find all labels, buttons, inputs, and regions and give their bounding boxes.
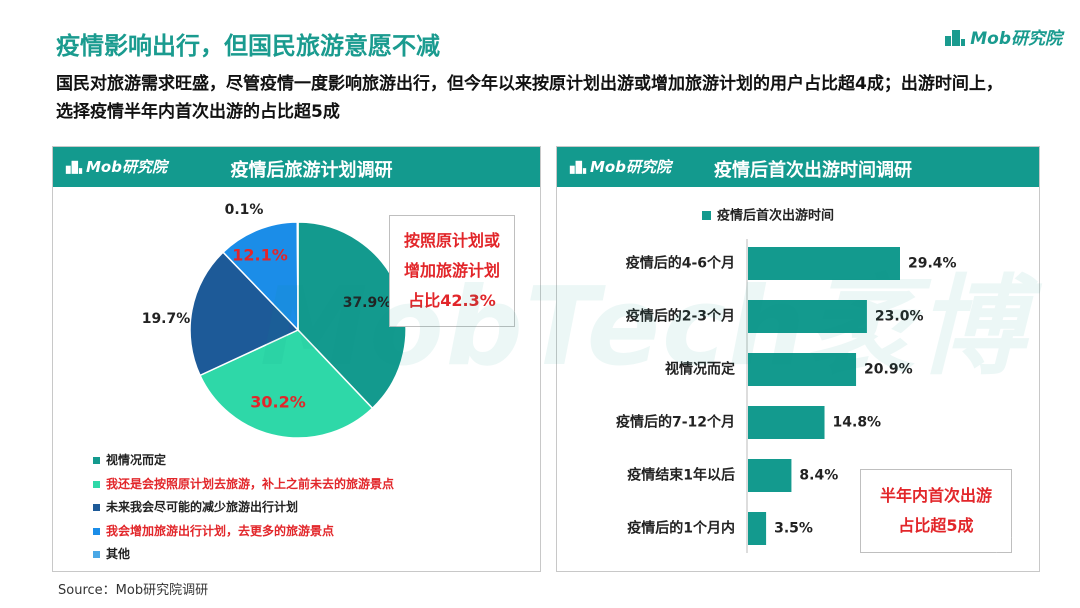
legend-label: 疫情后首次出游时间 (717, 208, 834, 224)
watermark: MobTech袤博 (260, 265, 1027, 390)
callout-line: 占比超5成 (898, 516, 974, 535)
category-label: 视情况而定 (665, 361, 735, 378)
callout-line: 按照原计划或 (403, 231, 500, 250)
pie-slice (198, 329, 374, 439)
building-icon (945, 29, 966, 46)
pie-data-label: 19.7% (142, 311, 191, 327)
timing-callout: 半年内首次出游 占比超5成 (860, 469, 1012, 553)
legend-label: 我会增加旅游出行计划，去更多的旅游景点 (106, 523, 335, 538)
callout-line: 半年内首次出游 (879, 486, 992, 505)
legend-item: 视情况而定 (93, 449, 394, 473)
panel-title: 疫情后旅游计划调研 (230, 160, 393, 181)
building-icon (569, 160, 587, 174)
category-label: 疫情后的2-3个月 (626, 308, 735, 325)
bar (748, 459, 792, 492)
pie-data-label: 30.2% (250, 393, 306, 412)
legend-label: 其他 (106, 547, 131, 561)
category-label: 疫情后的7-12个月 (616, 414, 735, 431)
legend-swatch (702, 211, 711, 220)
callout-line: 增加旅游计划 (403, 261, 500, 280)
pie-data-label: 37.9% (343, 295, 392, 311)
plan-survey-panel: Mob研究院 疫情后旅游计划调研 37.9% 30.2% 19.7% 12.1% 0.1… (52, 146, 541, 572)
bar (748, 300, 867, 333)
bar (748, 406, 825, 439)
panel-logo: Mob研究院 (65, 156, 167, 177)
legend-swatch (93, 504, 100, 512)
pie-data-label: 0.1% (225, 202, 264, 218)
panel-logo-text: Mob研究院 (590, 158, 671, 176)
legend-label: 我还是会按照原计划去旅游，补上之前未去的旅游景点 (106, 476, 395, 491)
bar-data-label: 29.4% (908, 256, 957, 272)
legend-item: 我会增加旅游出行计划，去更多的旅游景点 (93, 520, 394, 544)
brand-logo: Mob研究院 (944, 24, 1062, 49)
plan-callout: 按照原计划或 增加旅游计划 占比42.3% (389, 215, 515, 327)
page-subtitle: 国民对旅游需求旺盛，尽管疫情一度影响旅游出行，但今年以来按原计划出游或增加旅游计… (56, 74, 1003, 122)
bar-data-label: 20.9% (864, 362, 913, 378)
bar-data-label: 3.5% (774, 521, 813, 537)
legend-swatch (93, 480, 100, 488)
building-icon (65, 160, 83, 174)
callout-line: 占比42.3% (408, 291, 496, 310)
pie-data-label: 12.1% (232, 246, 288, 265)
first-trip-panel: Mob研究院 疫情后首次出游时间调研 疫情后首次出游时间疫情后的4-6个月 29.… (556, 146, 1040, 572)
source-note: Source：Mob研究院调研 (58, 583, 209, 598)
bar (748, 512, 767, 545)
category-label: 疫情结束1年以后 (627, 467, 735, 484)
legend-swatch (93, 457, 100, 465)
bar-data-label: 23.0% (875, 309, 924, 325)
panel-logo: Mob研究院 (569, 156, 671, 177)
legend-label: 未来我会尽可能的减少旅游出行计划 (106, 500, 299, 514)
bar-data-label: 8.4% (799, 468, 838, 484)
category-label: 疫情后的4-6个月 (626, 255, 735, 272)
pie-legend: 视情况而定我还是会按照原计划去旅游，补上之前未去的旅游景点 未来我会尽可能的减少旅… (93, 449, 394, 567)
panel-header: Mob研究院 疫情后旅游计划调研 (53, 147, 540, 187)
legend-swatch (93, 527, 100, 535)
page-title: 疫情影响出行，但国民旅游意愿不减 (56, 32, 440, 60)
legend-item: 我还是会按照原计划去旅游，补上之前未去的旅游景点 (93, 473, 394, 497)
legend-label: 视情况而定 (106, 453, 167, 467)
pie-slice (189, 251, 300, 377)
bar-data-label: 14.8% (833, 415, 882, 431)
legend-swatch (93, 551, 100, 559)
pie-chart: 37.9% 30.2% 19.7% 12.1% 0.1% (142, 202, 407, 439)
brand-logo-text: Mob研究院 (970, 29, 1062, 49)
pie-slice (296, 221, 299, 331)
legend-item: 未来我会尽可能的减少旅游出行计划 (93, 496, 394, 520)
panel-header: Mob研究院 疫情后首次出游时间调研 (557, 147, 1039, 187)
panel-logo-text: Mob研究院 (86, 158, 167, 176)
legend-item: 其他 (93, 543, 394, 567)
bar (748, 353, 857, 386)
bar (748, 247, 900, 280)
category-label: 疫情后的1个月内 (627, 520, 735, 537)
panel-title: 疫情后首次出游时间调研 (714, 160, 912, 181)
pie-slice (222, 221, 299, 332)
